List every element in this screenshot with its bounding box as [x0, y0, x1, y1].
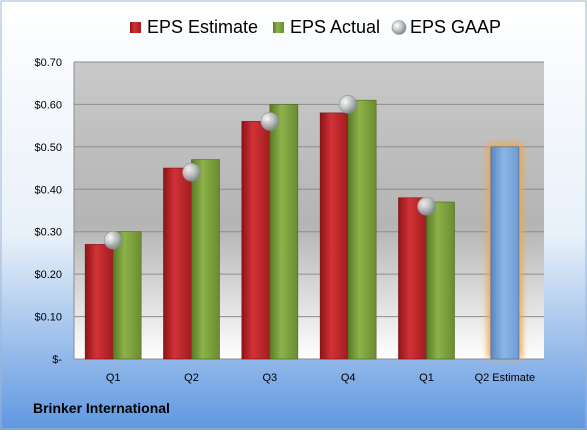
legend-label: EPS Actual	[290, 17, 380, 37]
y-tick-label: $0.50	[34, 142, 62, 154]
bar-eps-estimate	[398, 197, 427, 360]
legend: EPS Estimate EPS Actual EPS GAAP	[130, 17, 501, 37]
bars	[84, 99, 523, 360]
gridlines	[74, 61, 544, 360]
company-name: Brinker International	[33, 400, 170, 416]
y-axis: $- $0.10 $0.20 $0.30 $0.40 $0.50 $0.60 $0.70	[34, 57, 75, 366]
y-tick-label: $0.40	[34, 184, 62, 196]
plot-area	[74, 62, 544, 359]
bar-eps-actual	[191, 159, 220, 360]
bar-eps-estimate	[84, 244, 114, 360]
x-tick-label: Q2 Estimate	[475, 372, 536, 384]
marker-eps-gaap	[338, 95, 358, 114]
y-tick-label: $0.60	[34, 99, 62, 111]
x-tick-label: Q4	[341, 372, 356, 384]
legend-swatch-eps-estimate	[130, 22, 141, 33]
gaap-markers	[103, 95, 436, 250]
y-tick-label: $-	[52, 354, 62, 366]
marker-eps-gaap	[182, 163, 201, 182]
bar-eps-estimate	[241, 121, 271, 360]
y-tick-label: $0.30	[34, 227, 62, 239]
x-tick-label: Q1	[106, 372, 121, 384]
legend-label: EPS Estimate	[147, 17, 258, 37]
legend-swatch-eps-actual	[273, 22, 284, 33]
x-tick-label: Q1	[419, 372, 434, 384]
bar-eps-actual	[426, 201, 455, 360]
legend-swatch-eps-gaap	[391, 20, 407, 35]
bar-eps-estimate	[163, 167, 192, 360]
marker-eps-gaap	[260, 112, 280, 131]
x-tick-label: Q3	[262, 372, 277, 384]
marker-eps-gaap	[103, 230, 123, 250]
bar-eps-estimate	[319, 112, 349, 360]
x-axis: Q1 Q2 Q3 Q4 Q1 Q2 Estimate	[106, 372, 535, 384]
y-tick-label: $0.70	[34, 57, 62, 69]
x-tick-label: Q2	[184, 372, 199, 384]
bar-eps-actual	[112, 231, 142, 360]
bar-eps-actual	[347, 99, 377, 360]
marker-eps-gaap	[417, 196, 436, 216]
legend-label: EPS GAAP	[410, 17, 501, 37]
bar-eps-actual	[269, 104, 299, 360]
y-tick-label: $0.20	[34, 269, 62, 281]
bar-q2-estimate	[490, 146, 520, 360]
y-tick-label: $0.10	[34, 312, 62, 324]
